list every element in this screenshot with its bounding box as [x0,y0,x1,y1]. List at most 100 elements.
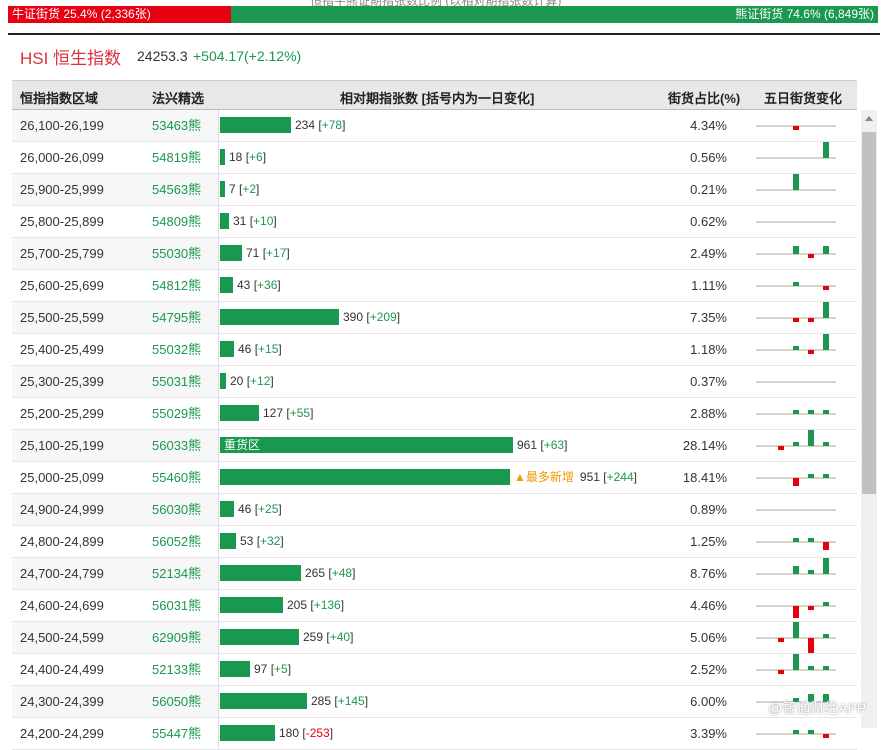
sparkline-bar [808,474,814,478]
count-bar [220,597,283,613]
sparkline-bar [823,474,829,478]
index-change: +504.17(+2.12%) [193,48,302,64]
index-name[interactable]: HSI 恒生指数 [20,49,122,68]
sparkline-bar [778,670,784,674]
scroll-thumb[interactable] [862,132,876,494]
range-cell: 24,700-24,799 [12,558,140,589]
range-cell: 24,800-24,899 [20,534,104,549]
range-cell: 25,800-25,899 [20,214,104,229]
sparkline-bar [823,666,829,670]
sparkline-bar [793,698,799,702]
count-bar [220,277,233,293]
pick-link[interactable]: 55460熊 [140,462,219,493]
pick-link[interactable]: 52133熊 [140,654,219,685]
range-cell: 25,100-25,199 [12,430,140,461]
pick-link[interactable]: 55447熊 [140,718,219,749]
pick-link[interactable]: 53463熊 [140,110,219,141]
five-day-sparkline [756,474,836,486]
bear-share: 熊证街货 74.6% (6,849张) [231,6,878,23]
table-row: 26,000-26,099 54819熊 18 [+6] 0.56% [12,142,857,174]
count-delta: +5 [274,662,288,676]
pick-link[interactable]: 56052熊 [140,526,219,557]
count-delta: +10 [253,214,274,228]
pick-link[interactable]: 55032熊 [140,334,219,365]
count-value: 97 [254,662,268,676]
count-delta: +244 [606,470,634,484]
pick-link[interactable]: 54819熊 [140,142,219,173]
count-bar [220,309,339,325]
range-cell: 25,600-25,699 [20,278,104,293]
count-text: 20 [+12] [230,374,274,388]
range-cell: 24,300-24,399 [12,686,140,717]
pick-link[interactable]: 55030熊 [140,238,219,269]
share-value: 0.89% [690,502,727,517]
pick-link[interactable]: 54795熊 [140,302,219,333]
pick-link[interactable]: 52134熊 [140,558,219,589]
range-cell: 24,500-24,599 [12,622,140,653]
sparkline-bar [793,246,799,254]
col-contracts: 相对期指张数 [括号内为一日变化] [340,91,535,106]
count-bar: 重货区 [220,437,513,453]
five-day-sparkline [756,246,836,258]
pick-link[interactable]: 56050熊 [140,686,219,717]
table-row: 24,700-24,799 52134熊 265 [+48] 8.76% [12,558,857,590]
sparkline-bar [823,558,829,574]
count-text: 180 [-253] [279,726,334,740]
sparkline-bar [808,430,814,446]
sparkline-bar [823,410,829,414]
share-value: 0.56% [690,150,727,165]
sparkline-bar [793,730,799,734]
table-row: 25,000-25,099 55460熊 ▲最多新增 951 [+244] 18.41% [12,462,857,494]
count-text: 71 [+17] [246,246,290,260]
count-text: 43 [+36] [237,278,281,292]
five-day-sparkline [756,509,836,511]
sparkline-bar [823,734,829,738]
five-day-sparkline [756,654,836,674]
scroll-up-arrow[interactable] [865,116,873,121]
share-value: 1.25% [690,534,727,549]
table-body: 26,100-26,199 53463熊 234 [+78] 4.34% 26,000-… [12,110,857,750]
scrollbar[interactable] [861,110,877,728]
sparkline-bar [793,126,799,130]
sparkline-bar [808,606,814,610]
count-text: 31 [+10] [233,214,277,228]
count-bar [220,213,229,229]
five-day-sparkline [756,558,836,575]
sparkline-bar [808,350,814,354]
col-share: 街货占比(%) [668,91,741,106]
five-day-sparkline [756,221,836,223]
table-row: 25,800-25,899 54809熊 31 [+10] 0.62% [12,206,857,238]
table-row: 24,500-24,599 62909熊 259 [+40] 5.06% [12,622,857,654]
sparkline-bar [808,694,814,702]
pick-link[interactable]: 54563熊 [140,174,219,205]
sparkline-bar [823,634,829,638]
range-cell: 26,000-26,099 [20,150,104,165]
pick-link[interactable]: 56030熊 [140,494,219,525]
sparkline-bar [793,622,799,638]
sparkline-bar [823,142,829,158]
count-text: 7 [+2] [229,182,260,196]
count-delta: +78 [321,118,343,132]
range-cell: 25,300-25,399 [12,366,140,397]
table-row: 24,900-24,999 56030熊 46 [+25] 0.89% [12,494,857,526]
count-delta: -253 [305,726,330,740]
pick-link[interactable]: 56033熊 [140,430,219,461]
pick-link[interactable]: 55029熊 [140,398,219,429]
table-row: 24,400-24,499 52133熊 97 [+5] 2.52% [12,654,857,686]
share-value: 28.14% [682,438,727,453]
pick-link[interactable]: 56031熊 [140,590,219,621]
pick-link[interactable]: 54812熊 [140,270,219,301]
count-value: 71 [246,246,260,260]
count-bar [220,469,510,485]
sparkline-bar [823,694,829,702]
five-day-sparkline [756,174,836,191]
count-bar [220,661,250,677]
share-value: 0.21% [690,182,727,197]
range-cell: 25,500-25,599 [12,302,140,333]
count-bar [220,181,225,197]
count-delta: +209 [369,310,397,324]
pick-link[interactable]: 55031熊 [140,366,219,397]
pick-link[interactable]: 62909熊 [140,622,219,653]
sparkline-bar [808,730,814,734]
pick-link[interactable]: 54809熊 [140,206,219,237]
